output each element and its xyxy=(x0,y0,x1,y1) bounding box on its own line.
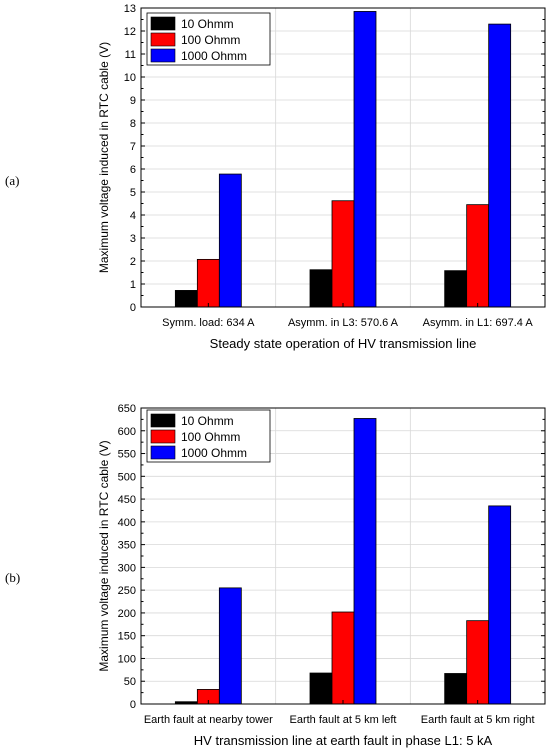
y-tick-label: 5 xyxy=(130,187,136,199)
panel-label-a: (a) xyxy=(5,173,19,188)
bar xyxy=(353,11,377,308)
y-tick-label: 3 xyxy=(130,233,136,245)
y-tick-label: 8 xyxy=(130,118,136,130)
y-tick-label: 10 xyxy=(124,72,136,84)
bar xyxy=(444,673,468,705)
bar xyxy=(488,23,512,308)
x-tick-label: Asymm. in L3: 570.6 A xyxy=(288,317,399,329)
bar xyxy=(309,672,333,705)
chart-b: 0 50 100 150 200 250 300 350 400 450 500 550 600 650 E… xyxy=(97,403,546,748)
bar xyxy=(196,258,220,308)
y-tick-label: 150 xyxy=(118,631,136,643)
y-tick-label: 600 xyxy=(118,426,136,438)
y-tick-label: 250 xyxy=(118,585,136,597)
legend-swatch xyxy=(150,16,176,31)
bar xyxy=(309,269,333,308)
y-tick-label: 0 xyxy=(130,302,136,314)
y-tick-label: 13 xyxy=(124,3,136,15)
y-tick-label: 2 xyxy=(130,256,136,268)
y-axis-title: Maximum voltage induced in RTC cable (V) xyxy=(97,42,111,273)
panel-label-b: (b) xyxy=(5,570,20,585)
legend-label: 100 Ohmm xyxy=(181,33,240,47)
bar xyxy=(444,270,468,308)
x-tick-label: Earth fault at nearby tower xyxy=(144,714,273,726)
x-axis-title: HV transmission line at earth fault in p… xyxy=(194,733,493,748)
y-axis-title: Maximum voltage induced in RTC cable (V) xyxy=(97,440,111,671)
legend-label: 1000 Ohmm xyxy=(181,49,247,63)
y-tick-label: 550 xyxy=(118,449,136,461)
x-tick-label: Earth fault at 5 km right xyxy=(421,714,535,726)
y-tick-label: 300 xyxy=(118,562,136,574)
legend-swatch xyxy=(150,413,176,428)
bar xyxy=(353,418,377,705)
bar xyxy=(466,204,490,308)
bar xyxy=(331,200,355,308)
bar xyxy=(218,587,242,705)
legend-swatch xyxy=(150,445,176,460)
y-tick-label: 12 xyxy=(124,26,136,38)
legend-label: 10 Ohmm xyxy=(181,414,234,428)
x-axis-title: Steady state operation of HV transmissio… xyxy=(210,336,477,351)
legend-swatch xyxy=(150,48,176,63)
y-tick-label: 1 xyxy=(130,279,136,291)
x-tick-label: Symm. load: 634 A xyxy=(162,317,255,329)
y-tick-label: 0 xyxy=(130,699,136,711)
legend: 10 Ohmm 100 Ohmm 1000 Ohmm xyxy=(146,409,271,463)
y-tick-label: 650 xyxy=(118,403,136,415)
legend: 10 Ohmm 100 Ohmm 1000 Ohmm xyxy=(146,12,271,66)
x-tick-label: Earth fault at 5 km left xyxy=(290,714,397,726)
bar xyxy=(218,173,242,308)
legend-label: 1000 Ohmm xyxy=(181,446,247,460)
y-tick-label: 11 xyxy=(125,49,136,61)
y-tick-label: 6 xyxy=(130,164,136,176)
legend-label: 100 Ohmm xyxy=(181,430,240,444)
y-tick-label: 50 xyxy=(124,676,136,688)
legend-label: 10 Ohmm xyxy=(181,17,234,31)
bar xyxy=(331,611,355,705)
y-tick-label: 7 xyxy=(130,141,136,153)
y-tick-label: 500 xyxy=(118,471,136,483)
y-tick-label: 200 xyxy=(118,608,136,620)
y-tick-label: 9 xyxy=(130,95,136,107)
legend-swatch xyxy=(150,429,176,444)
bar xyxy=(466,620,490,705)
y-tick-label: 400 xyxy=(118,517,136,529)
bar xyxy=(488,505,512,705)
legend-swatch xyxy=(150,32,176,47)
y-tick-label: 100 xyxy=(118,653,136,665)
x-tick-label: Asymm. in L1: 697.4 A xyxy=(423,317,534,329)
y-tick-label: 450 xyxy=(118,494,136,506)
bar xyxy=(174,290,198,308)
y-tick-label: 4 xyxy=(130,210,136,222)
y-tick-label: 350 xyxy=(118,540,136,552)
